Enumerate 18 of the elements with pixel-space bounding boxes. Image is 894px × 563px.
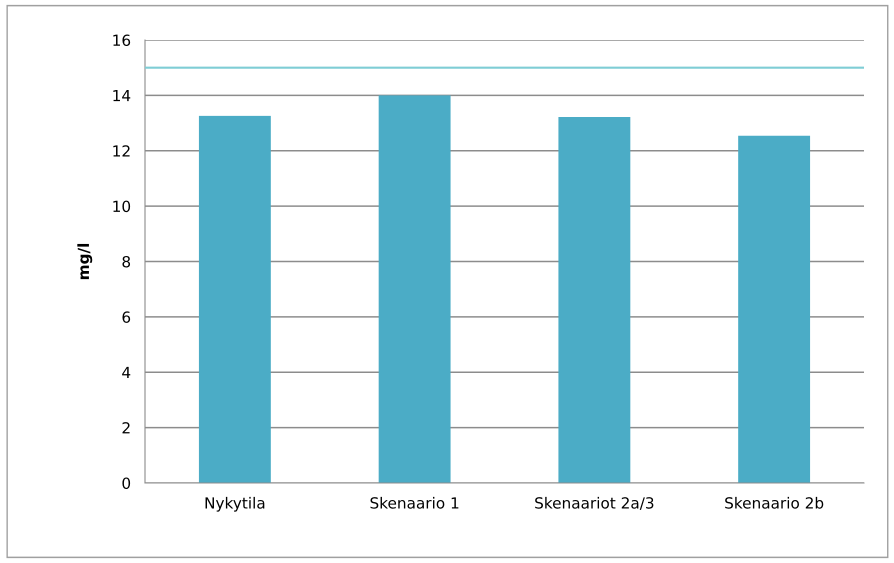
y-tick-label: 16: [113, 34, 130, 46]
bar: [738, 136, 810, 483]
x-tick-label: Skenaariot 2a/3: [535, 496, 654, 510]
x-tick-label: Skenaario 1: [370, 496, 458, 509]
y-tick-label: 8: [122, 256, 130, 268]
bar: [558, 116, 630, 483]
y-tick-label: 10: [113, 200, 130, 212]
y-axis-title: mg/l: [77, 244, 92, 280]
bar: [198, 116, 271, 483]
y-tick-label: 6: [122, 311, 130, 323]
y-tick-label: 14: [113, 90, 130, 102]
y-tick-label: 4: [122, 366, 130, 378]
x-tick-label: Nykytila: [206, 496, 264, 512]
x-tick-label: Skenaario 2b: [725, 496, 824, 509]
y-tick-label: 12: [113, 145, 130, 157]
y-tick-label: 0: [122, 477, 130, 490]
bar: [378, 95, 451, 483]
y-tick-label: 2: [122, 422, 130, 434]
